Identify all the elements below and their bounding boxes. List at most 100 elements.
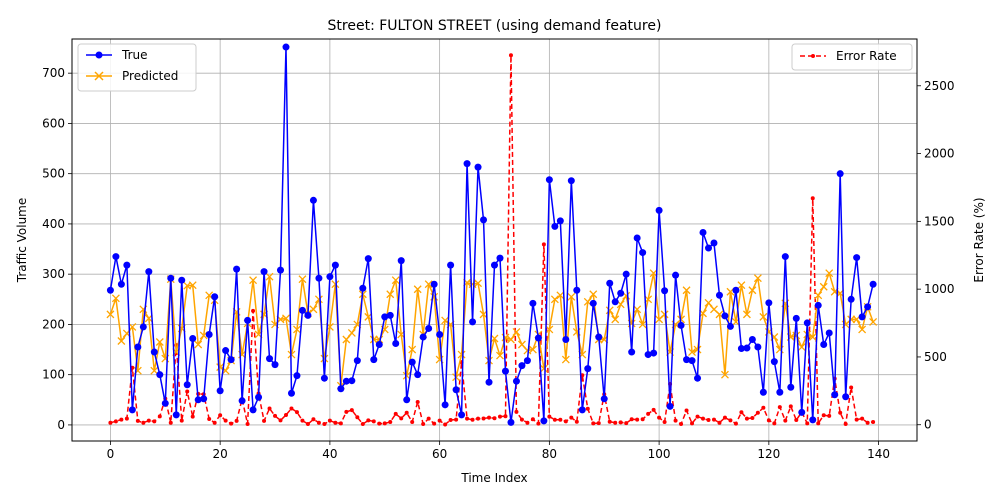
data-point-true — [134, 343, 142, 351]
data-point-true — [353, 357, 361, 365]
data-point-true — [836, 170, 844, 178]
data-point-true — [436, 330, 444, 338]
legend-true-marker — [95, 51, 103, 59]
data-point-predicted — [633, 305, 642, 314]
data-point-error-rate — [536, 421, 541, 426]
x-tick-label: 140 — [867, 447, 890, 461]
legend-true-label: True — [121, 48, 148, 62]
data-point-error-rate — [426, 416, 431, 421]
data-point-true — [507, 418, 515, 426]
data-point-error-rate — [865, 420, 870, 425]
data-point-true — [178, 276, 186, 284]
data-point-predicted — [457, 350, 466, 359]
data-point-error-rate — [684, 408, 689, 413]
data-point-true — [523, 357, 531, 365]
data-point-error-rate — [327, 418, 332, 423]
data-point-error-rate — [607, 419, 612, 424]
data-point-error-rate — [119, 417, 124, 422]
data-point-true — [200, 395, 208, 403]
data-point-true — [759, 388, 767, 396]
y-tick-label: 500 — [42, 167, 65, 181]
data-point-error-rate — [739, 410, 744, 415]
data-point-true — [721, 312, 729, 320]
data-point-error-rate — [646, 411, 651, 416]
data-point-true — [112, 253, 120, 261]
x-tick-label: 40 — [322, 447, 337, 461]
data-point-error-rate — [207, 417, 212, 422]
data-point-predicted — [413, 285, 422, 294]
data-point-true — [694, 374, 702, 382]
data-point-true — [452, 386, 460, 394]
data-point-true — [661, 287, 669, 295]
data-point-predicted — [496, 351, 504, 360]
data-point-error-rate — [733, 421, 738, 426]
data-point-error-rate — [558, 417, 563, 422]
data-point-true — [271, 361, 279, 369]
data-point-predicted — [605, 306, 614, 315]
data-point-true — [573, 286, 581, 294]
data-point-error-rate — [289, 406, 294, 411]
data-point-predicted — [545, 325, 554, 334]
data-point-true — [128, 406, 136, 414]
data-point-error-rate — [805, 421, 810, 426]
data-point-true — [485, 378, 493, 386]
data-point-error-rate — [223, 418, 228, 423]
data-point-true — [320, 374, 328, 382]
data-point-error-rate — [410, 420, 415, 425]
data-point-error-rate — [366, 418, 371, 423]
data-point-true — [853, 254, 861, 262]
data-point-predicted — [682, 286, 691, 295]
data-point-true — [293, 372, 301, 380]
data-point-true — [792, 314, 800, 322]
data-point-true — [381, 313, 389, 321]
data-point-true — [337, 385, 345, 393]
y-tick-label: 100 — [42, 368, 65, 382]
data-point-error-rate — [629, 417, 634, 422]
data-point-error-rate — [657, 415, 662, 420]
data-point-error-rate — [503, 414, 508, 419]
data-point-error-rate — [113, 419, 118, 424]
data-point-true — [458, 411, 466, 419]
data-point-predicted — [748, 286, 757, 295]
x-tick-label: 20 — [213, 447, 228, 461]
data-point-error-rate — [333, 420, 338, 425]
data-point-true — [776, 388, 784, 396]
data-point-predicted — [402, 371, 411, 380]
data-point-true — [480, 216, 488, 224]
data-point-error-rate — [382, 421, 387, 426]
data-point-true — [869, 280, 877, 288]
data-point-error-rate — [547, 414, 552, 419]
data-point-true — [699, 228, 707, 236]
data-point-error-rate — [618, 420, 623, 425]
data-point-error-rate — [273, 413, 278, 418]
data-point-error-rate — [487, 415, 492, 420]
data-point-error-rate — [316, 420, 321, 425]
data-point-error-rate — [860, 416, 865, 421]
data-point-predicted — [249, 276, 258, 285]
data-point-true — [194, 396, 202, 404]
data-point-true — [737, 345, 745, 353]
data-point-predicted — [869, 317, 878, 326]
data-point-error-rate — [569, 415, 574, 420]
data-point-true — [474, 163, 482, 171]
data-point-predicted — [561, 355, 570, 364]
x-tick-label: 120 — [757, 447, 780, 461]
data-point-true — [309, 196, 317, 204]
data-point-error-rate — [701, 416, 706, 421]
data-point-true — [814, 301, 822, 309]
data-point-predicted — [507, 335, 515, 344]
data-point-true — [359, 284, 367, 292]
data-point-true — [139, 323, 147, 331]
data-point-true — [770, 358, 778, 366]
data-point-error-rate — [349, 408, 354, 413]
data-point-true — [430, 280, 438, 288]
series-layer — [106, 43, 878, 427]
data-point-error-rate — [360, 422, 365, 427]
y-tick-label: 300 — [42, 267, 65, 281]
data-point-error-rate — [574, 419, 579, 424]
data-point-predicted — [814, 291, 823, 300]
data-point-predicted — [550, 295, 559, 304]
data-point-true — [425, 324, 433, 332]
data-point-true — [205, 330, 213, 338]
